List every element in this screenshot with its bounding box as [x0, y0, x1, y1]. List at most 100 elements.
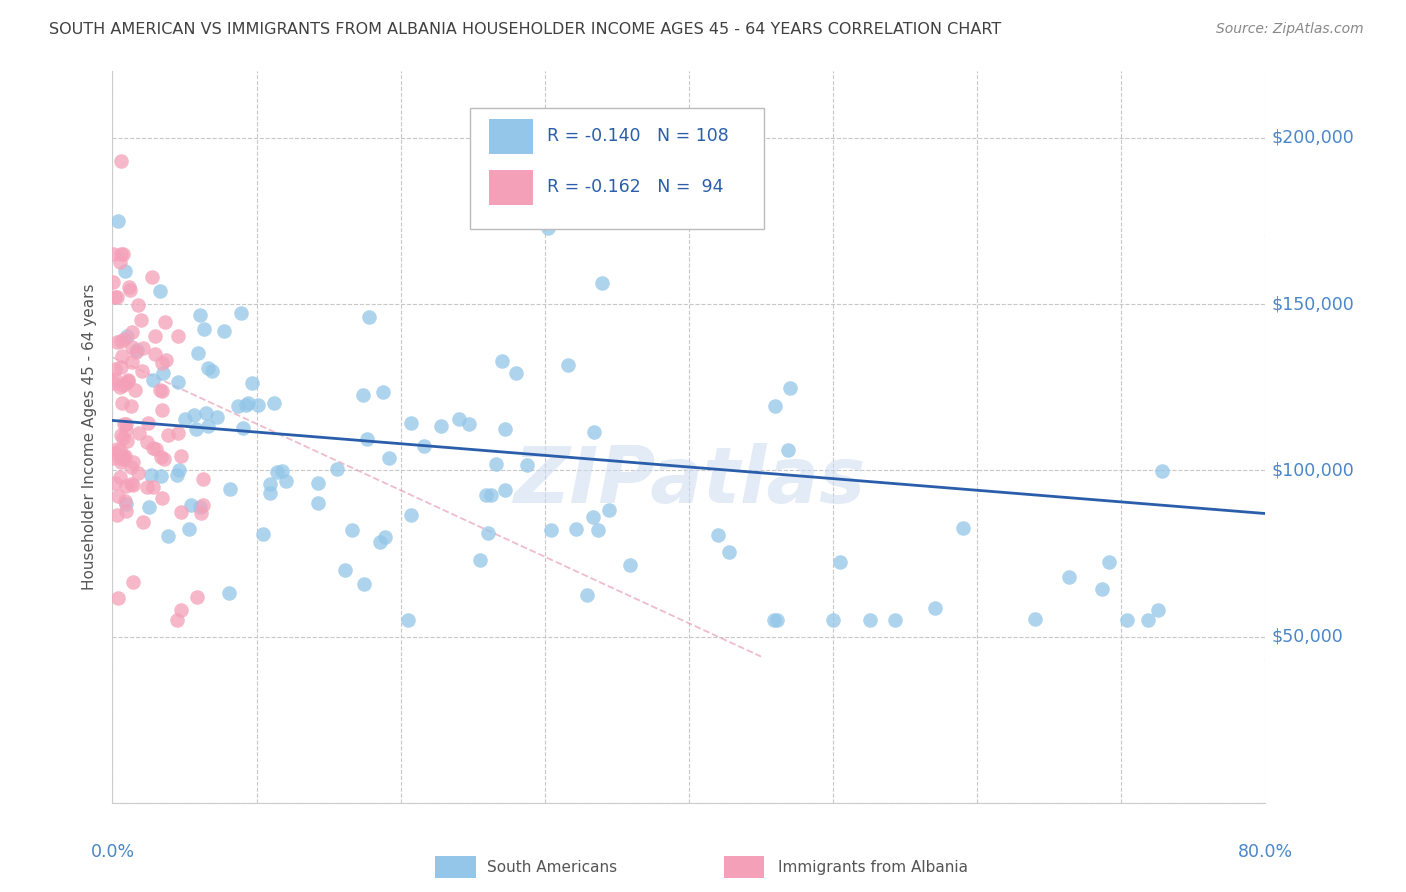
- Point: [259, 477, 281, 491]
- Point: [136, 480, 159, 494]
- Point: [124, 384, 146, 398]
- Point: [231, 306, 253, 320]
- Point: [766, 613, 789, 627]
- Point: [112, 332, 135, 346]
- Point: [131, 364, 153, 378]
- Point: [150, 450, 173, 465]
- Point: [105, 290, 128, 304]
- Point: [371, 385, 394, 400]
- Point: [139, 467, 162, 482]
- Point: [104, 372, 127, 386]
- Point: [142, 373, 165, 387]
- Point: [122, 575, 145, 590]
- Point: [156, 427, 179, 442]
- Point: [110, 359, 132, 374]
- Point: [105, 442, 128, 456]
- Point: [717, 545, 740, 559]
- Point: [859, 613, 882, 627]
- Point: [125, 343, 148, 358]
- Text: R = -0.162   N =  94: R = -0.162 N = 94: [547, 178, 724, 196]
- Point: [104, 446, 127, 460]
- Point: [115, 417, 138, 431]
- Text: R = -0.140   N = 108: R = -0.140 N = 108: [547, 127, 728, 145]
- Point: [115, 504, 138, 518]
- Point: [201, 363, 224, 377]
- Text: ZIPatlas: ZIPatlas: [513, 443, 865, 519]
- Point: [107, 489, 129, 503]
- Point: [763, 399, 786, 413]
- Point: [952, 521, 974, 535]
- Point: [120, 477, 142, 491]
- Point: [183, 408, 205, 422]
- Point: [540, 523, 562, 537]
- Point: [110, 255, 132, 269]
- Point: [353, 577, 375, 591]
- Point: [1098, 555, 1121, 569]
- Point: [108, 469, 131, 483]
- Point: [129, 313, 152, 327]
- Point: [128, 426, 150, 441]
- Point: [1116, 613, 1139, 627]
- Point: [103, 450, 125, 465]
- Point: [150, 491, 173, 505]
- Point: [117, 374, 139, 388]
- Point: [115, 497, 138, 511]
- Point: [150, 468, 173, 483]
- Point: [112, 377, 135, 392]
- Point: [356, 432, 378, 446]
- Point: [357, 310, 380, 325]
- Point: [219, 482, 242, 496]
- Point: [166, 613, 188, 627]
- Point: [575, 588, 598, 602]
- Point: [110, 154, 132, 169]
- Point: [377, 451, 399, 466]
- Point: [143, 329, 166, 343]
- Point: [186, 590, 208, 604]
- Point: [166, 375, 188, 389]
- Point: [138, 417, 160, 431]
- Point: [104, 476, 127, 491]
- Point: [155, 352, 177, 367]
- Point: [111, 350, 134, 364]
- Point: [111, 451, 134, 466]
- Point: [214, 325, 236, 339]
- Point: [105, 508, 128, 522]
- Point: [114, 479, 136, 493]
- Point: [184, 422, 207, 436]
- Point: [340, 523, 363, 537]
- Point: [235, 398, 257, 412]
- Point: [326, 462, 349, 476]
- Point: [180, 498, 202, 512]
- Point: [266, 466, 288, 480]
- Point: [1057, 570, 1080, 584]
- Point: [352, 387, 374, 401]
- Point: [132, 515, 155, 529]
- Text: Immigrants from Albania: Immigrants from Albania: [778, 860, 967, 875]
- Point: [429, 418, 451, 433]
- Point: [232, 421, 254, 435]
- Point: [586, 523, 609, 537]
- Point: [477, 526, 499, 541]
- Point: [374, 530, 396, 544]
- Point: [195, 406, 218, 420]
- Point: [457, 417, 479, 432]
- Point: [118, 280, 141, 294]
- Point: [110, 379, 132, 393]
- Point: [924, 601, 946, 615]
- Point: [150, 356, 173, 370]
- Point: [117, 373, 139, 387]
- Text: Source: ZipAtlas.com: Source: ZipAtlas.com: [1216, 22, 1364, 37]
- Point: [1146, 603, 1168, 617]
- Point: [132, 341, 155, 355]
- Point: [152, 451, 174, 466]
- Point: [120, 283, 142, 297]
- Point: [226, 399, 249, 413]
- Point: [706, 528, 728, 542]
- Point: [149, 284, 172, 298]
- Point: [565, 522, 588, 536]
- Point: [141, 270, 163, 285]
- Point: [114, 450, 136, 464]
- Point: [127, 298, 149, 312]
- Point: [494, 422, 516, 436]
- Point: [193, 472, 215, 486]
